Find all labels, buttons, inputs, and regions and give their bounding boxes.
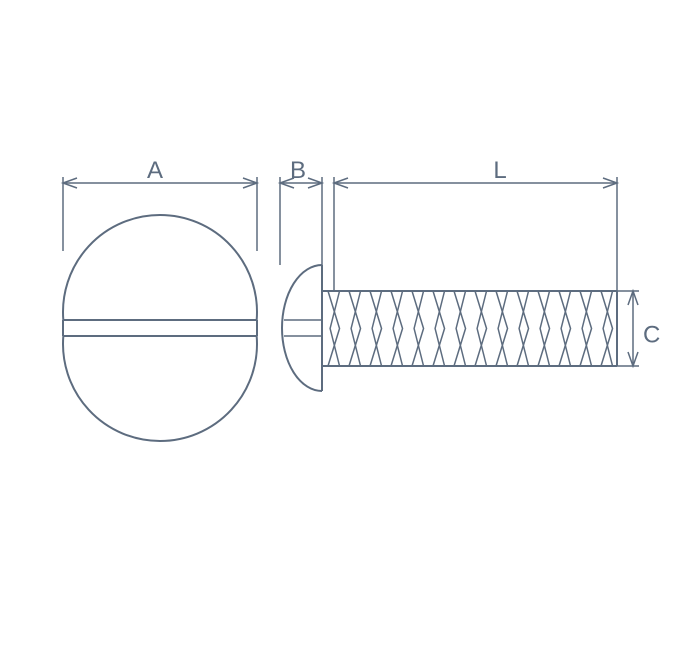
screw-technical-drawing: A B L C: [0, 0, 677, 670]
screw-head-front-view: [63, 215, 257, 441]
dimension-L: L: [334, 157, 617, 291]
dimension-A: A: [63, 157, 257, 251]
label-L: L: [493, 157, 506, 184]
label-B: B: [290, 157, 306, 184]
label-C: C: [643, 321, 660, 348]
screw-side-view: [282, 265, 617, 391]
label-A: A: [147, 157, 163, 184]
thread-group: [328, 291, 613, 366]
dimension-C: C: [617, 291, 660, 366]
dimension-B: B: [280, 157, 322, 291]
